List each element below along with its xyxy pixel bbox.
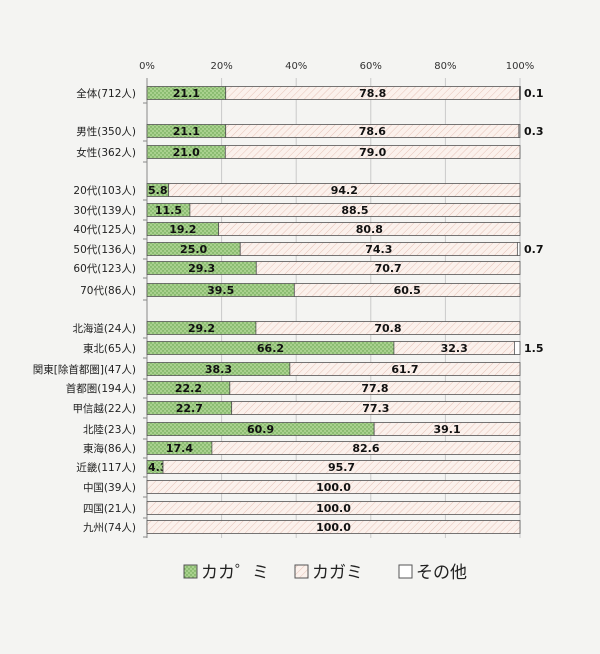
data-label: 1.5 [524,342,544,355]
bar-segment-kagami [255,321,521,335]
x-axis-ticks: 0% 20% 40% 60% 80% 100% [139,61,534,72]
data-label: 38.3 [205,363,232,376]
category-label: 男性(350人) [76,125,136,138]
bar-segment-kagami [146,520,521,534]
x-tick-label: 100% [506,61,535,72]
data-label: 60.5 [394,284,421,297]
bar-segment-kagami [146,501,521,515]
legend-label: カカ゜ミ [201,563,269,583]
data-label: 61.7 [391,363,418,376]
bar-segment-kagami [293,283,521,297]
data-label: 39.5 [207,284,234,297]
data-label: 82.6 [352,442,379,455]
category-label: 四国(21人) [83,503,136,515]
category-label: 40代(125人) [73,224,136,236]
data-label: 74.3 [365,243,392,256]
category-label: 北陸(23人) [83,423,136,436]
data-label: 78.6 [359,125,386,138]
legend-swatch [183,564,198,579]
legend: カカ゜ミ カガミ その他 [183,563,467,583]
data-label: 39.1 [434,423,461,436]
data-label: 60.9 [247,423,274,436]
category-label: 20代(103人) [73,185,136,197]
bar-segment-other [514,341,521,355]
category-label: 中国(39人) [83,481,136,494]
data-label: 80.8 [356,223,383,236]
data-label: 19.2 [169,223,196,236]
data-label: 4.3 [148,461,168,474]
bar-segment-kagami [168,183,521,197]
category-label: 首都圏(194人) [66,382,136,395]
data-label: 78.8 [359,87,386,100]
data-label: 100.0 [316,521,351,534]
data-label: 21.0 [173,146,200,159]
bar-segment-kagami [218,222,521,236]
data-label: 17.4 [166,442,193,455]
x-tick-label: 40% [285,61,307,72]
bar-segment-kagami [289,362,521,376]
category-label: 九州(74人) [83,522,136,534]
category-label: 30代(139人) [73,205,136,217]
data-label: 77.3 [362,402,389,415]
bar-segment-other [516,242,521,256]
data-label: 100.0 [316,481,351,494]
data-label: 21.1 [173,87,200,100]
data-label: 94.2 [331,184,358,197]
legend-label: カガミ [312,563,363,583]
category-label: 60代(123人) [73,263,136,275]
data-label: 77.8 [361,382,388,395]
x-tick-label: 0% [139,61,155,72]
bar-segment-kagami [189,203,521,217]
category-label: 東海(86人) [83,442,136,455]
x-tick-label: 60% [360,61,382,72]
category-label: 東北(65人) [83,342,136,355]
bar-segment-other [518,124,521,138]
legend-label: その他 [416,563,467,583]
data-label: 70.7 [375,262,402,275]
x-tick-label: 20% [210,61,232,72]
data-label: 70.8 [374,322,401,335]
category-label: 50代(136人) [73,244,136,256]
bars-layer: 21.1 78.8 0.1 21.1 78.6 0.3 21.0 79.0 5.8 94.2 11.… [146,86,544,534]
data-label: 0.7 [524,243,544,256]
data-label: 11.5 [155,204,182,217]
data-label: 29.2 [188,322,215,335]
legend-swatch [398,564,413,579]
data-label: 21.1 [173,125,200,138]
bar-segment-kagami [229,381,521,395]
bar-segment-kagami [146,480,521,494]
data-label: 32.3 [441,342,468,355]
data-label: 66.2 [257,342,284,355]
bar-segment-kagami [373,422,521,436]
category-label: 女性(362人) [76,146,136,159]
category-label: 関東[除首都圏](47人) [33,363,136,376]
data-label: 95.7 [328,461,355,474]
bar-segment-kagami [162,460,521,474]
bar-segment-kagami [224,145,521,159]
x-tick-label: 80% [434,61,456,72]
data-label: 29.3 [188,262,215,275]
bar-segment-other [519,86,521,100]
data-label: 22.7 [176,402,203,415]
data-label: 100.0 [316,502,351,515]
data-label: 5.8 [148,184,168,197]
category-label: 近畿(117人) [76,461,136,474]
category-label: 甲信越(22人) [72,402,136,415]
data-label: 0.3 [524,125,544,138]
data-label: 22.2 [175,382,202,395]
data-label: 25.0 [180,243,207,256]
category-labels: 全体(712人) 男性(350人) 女性(362人) 20代(103人) 30代(139… [33,87,136,534]
category-label: 北海道(24人) [72,322,136,335]
data-label: 79.0 [359,146,386,159]
legend-swatch [294,564,309,579]
data-label: 0.1 [524,87,544,100]
category-label: 70代(86人) [80,285,136,297]
data-label: 88.5 [341,204,368,217]
category-label: 全体(712人) [76,87,136,100]
bar-segment-kagami [211,441,521,455]
bar-segment-kagami [231,401,521,415]
bar-segment-kagami [255,261,521,275]
